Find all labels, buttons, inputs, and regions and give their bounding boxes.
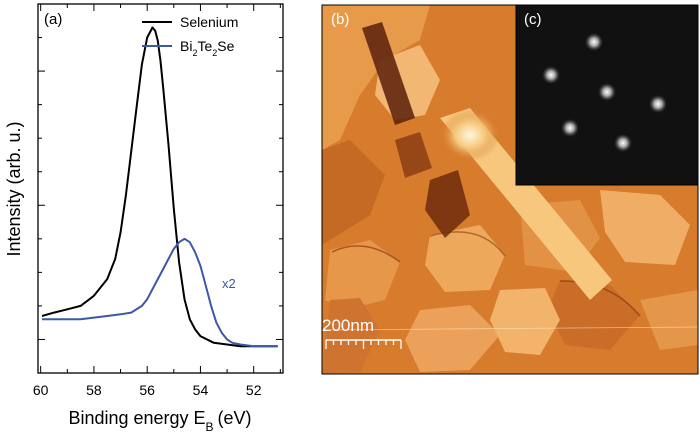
- plot-frame: [37, 3, 284, 374]
- stm-grain-boundary-shadow: [362, 22, 415, 125]
- stm-terrace: [600, 190, 690, 265]
- leed-pattern-inset: (c): [515, 4, 699, 186]
- stm-terrace: [322, 140, 385, 245]
- leed-spot: [614, 134, 632, 152]
- leed-spot: [542, 66, 560, 84]
- x-axis-label: Binding energy EB (eV): [68, 408, 251, 433]
- leed-spot: [649, 95, 667, 113]
- x-tick-label: 52: [246, 382, 262, 398]
- panel-label-c: (c): [524, 11, 542, 28]
- x-tick-label: 58: [86, 382, 102, 398]
- stm-step-edge: [331, 245, 401, 263]
- stm-terrace: [640, 290, 698, 350]
- stm-frame: [321, 4, 699, 375]
- panel-label-b: (b): [331, 11, 349, 28]
- stm-terrace: [322, 5, 430, 150]
- x-tick-label: 60: [33, 382, 49, 398]
- scale-bar: 200nm: [322, 316, 402, 349]
- series-line-selenium: [41, 26, 278, 348]
- stm-terrace: [425, 225, 505, 292]
- leed-spot: [561, 119, 579, 137]
- leed-frame: [515, 4, 699, 186]
- stm-step-edge: [429, 231, 506, 257]
- x-axis-label-subscript: B: [206, 420, 214, 433]
- stm-terrace: [405, 305, 500, 372]
- stm-dark-pit: [395, 132, 432, 178]
- stm-terrace: [490, 288, 560, 355]
- stm-scan-line: [322, 326, 698, 331]
- stm-terrace: [325, 240, 400, 310]
- stm-dark-pit: [425, 170, 470, 238]
- annotation-x2: x2: [222, 276, 236, 291]
- x-tick-label: 56: [139, 382, 155, 398]
- stm-terrace: [548, 280, 640, 350]
- stm-bright-feature: [440, 109, 500, 161]
- x-ticks: 60 58 56 54 52: [33, 4, 281, 398]
- y-ticks: [38, 3, 283, 374]
- stm-step-edge: [559, 280, 641, 317]
- y-axis-label: Intensity (arb. u.): [4, 121, 24, 256]
- stm-terrace: [322, 298, 380, 374]
- legend-label-selenium: Selenium: [180, 14, 238, 30]
- leed-spot: [585, 33, 603, 51]
- series-line-bi2te2se: [42, 237, 278, 348]
- scale-bar-label: 200nm: [322, 316, 374, 335]
- xps-spectrum-panel: 60 58 56 54 52 (a) Selenium Bi2Te2Se x2 Inte…: [4, 3, 284, 433]
- panel-label-a: (a): [44, 11, 62, 28]
- series-layer: [41, 26, 278, 348]
- leed-spot: [598, 83, 616, 101]
- legend-label-bi2te2se: Bi2Te2Se: [180, 38, 235, 58]
- x-axis-label-unit: (eV): [218, 408, 252, 428]
- x-axis-label-main: Binding energy E: [68, 408, 205, 428]
- x-tick-label: 54: [193, 382, 209, 398]
